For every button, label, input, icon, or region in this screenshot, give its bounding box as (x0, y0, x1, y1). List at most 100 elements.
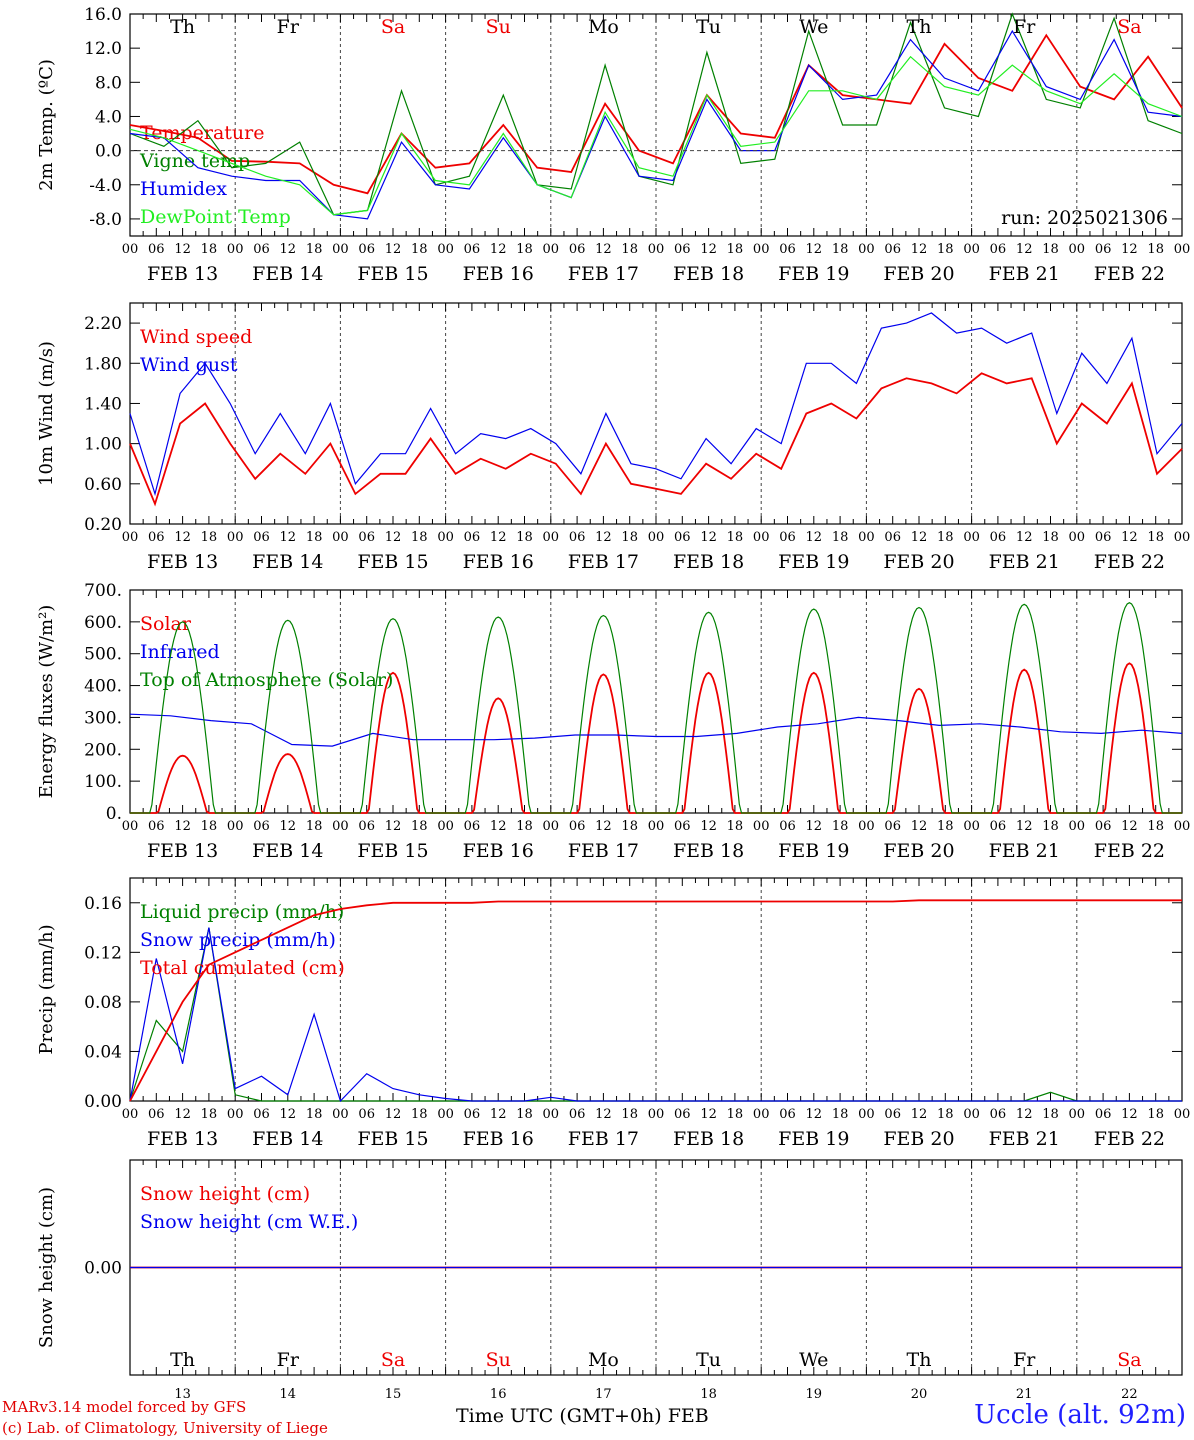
x-hour-label: 06 (990, 1107, 1007, 1122)
x-hour-label: 00 (227, 1107, 244, 1122)
day-number-label: 15 (385, 1387, 402, 1402)
x-hour-label: 00 (543, 242, 560, 257)
x-hour-label: 06 (779, 530, 796, 545)
x-hour-label: 06 (674, 242, 691, 257)
x-hour-label: 18 (411, 242, 428, 257)
x-hour-label: 06 (464, 242, 481, 257)
x-hour-label: 18 (727, 1107, 744, 1122)
panel-2: 0.20 0.60 1.00 1.40 1.80 2.20 10m Wind (m/s) 00… (36, 302, 1190, 573)
x-date-label: FEB 18 (673, 263, 744, 285)
x-hour-label: 18 (832, 242, 849, 257)
x-hour-label: 12 (806, 530, 823, 545)
day-number-label: 21 (1016, 1387, 1033, 1402)
month-label: FEB (667, 1405, 709, 1427)
y-tick-label: 100. (84, 772, 122, 792)
x-hour-label: 18 (832, 1107, 849, 1122)
x-hour-label: 18 (1042, 1107, 1059, 1122)
x-hour-label: 06 (779, 1107, 796, 1122)
x-hour-label: 00 (332, 530, 349, 545)
x-hour-label: 12 (174, 1107, 191, 1122)
x-hour-label: 00 (227, 530, 244, 545)
series-line-infrared (129, 713, 1183, 747)
x-date-label: FEB 19 (778, 840, 849, 862)
x-date-label: FEB 15 (357, 263, 428, 285)
x-hour-label: 12 (280, 819, 297, 834)
x-hour-label: 18 (621, 530, 638, 545)
x-hour-label: 00 (648, 1107, 665, 1122)
day-number-label: 13 (174, 1387, 191, 1402)
y-tick-label: 0.20 (84, 515, 122, 535)
x-hour-label: 12 (595, 1107, 612, 1122)
x-date-label: FEB 18 (673, 551, 744, 573)
y-tick-label: 2.20 (84, 314, 122, 334)
x-hour-label: 12 (911, 819, 928, 834)
x-hour-label: 06 (1095, 819, 1112, 834)
x-hour-label: 12 (385, 530, 402, 545)
series-line-humidex (129, 29, 1183, 220)
y-tick-label: 12.0 (84, 39, 122, 59)
legend-entry: Snow height (cm W.E.) (140, 1211, 358, 1233)
y-tick-label: 400. (84, 677, 122, 697)
weekday-label: Th (907, 1349, 932, 1371)
x-hour-label: 00 (963, 1107, 980, 1122)
x-hour-label: 06 (990, 530, 1007, 545)
legend-entry: Temperature (140, 122, 264, 144)
x-hour-label: 06 (464, 530, 481, 545)
x-hour-label: 06 (1095, 1107, 1112, 1122)
x-hour-label: 18 (937, 530, 954, 545)
x-hour-label: 06 (464, 1107, 481, 1122)
panel-frame (129, 589, 1183, 814)
legend-entry: Infrared (140, 641, 220, 663)
x-date-label: FEB 16 (463, 840, 534, 862)
x-hour-label: 00 (332, 1107, 349, 1122)
x-hour-label: 18 (937, 1107, 954, 1122)
x-hour-label: 12 (595, 530, 612, 545)
x-hour-label: 00 (648, 819, 665, 834)
x-date-label: FEB 21 (989, 263, 1060, 285)
x-hour-label: 18 (727, 242, 744, 257)
day-number-label: 22 (1121, 1387, 1138, 1402)
x-hour-label: 18 (411, 530, 428, 545)
x-hour-label: 12 (385, 1107, 402, 1122)
y-tick-label: 8.0 (95, 73, 122, 93)
x-hour-label: 00 (122, 530, 139, 545)
run-label: run: 2025021306 (1001, 207, 1168, 229)
x-hour-label: 12 (490, 530, 507, 545)
legend-entry: Solar (140, 613, 192, 635)
x-date-label: FEB 15 (357, 551, 428, 573)
weekday-label: Th (170, 1349, 195, 1371)
x-hour-label: 12 (700, 530, 717, 545)
x-hour-label: 06 (253, 819, 270, 834)
weekday-label: Sa (381, 16, 405, 38)
legend-entry: Humidex (140, 178, 227, 200)
x-hour-label: 06 (674, 530, 691, 545)
x-hour-label: 18 (516, 1107, 533, 1122)
x-hour-label: 18 (411, 819, 428, 834)
y-tick-label: 0.16 (84, 894, 122, 914)
legend-entry: Wind gust (140, 354, 238, 376)
y-tick-label: 600. (84, 613, 122, 633)
x-hour-label: 12 (490, 242, 507, 257)
weekday-label: Fr (1013, 16, 1036, 38)
x-hour-label: 06 (990, 819, 1007, 834)
x-hour-label: 06 (148, 530, 165, 545)
x-hour-label: 12 (1121, 530, 1138, 545)
series-line-total-cumulated-cm- (129, 899, 1182, 1102)
x-hour-label: 12 (806, 819, 823, 834)
x-date-label: FEB 22 (1094, 263, 1165, 285)
x-hour-label: 06 (779, 819, 796, 834)
weekday-label: We (799, 1349, 828, 1371)
x-hour-label: 06 (253, 1107, 270, 1122)
x-hour-label: 00 (227, 242, 244, 257)
x-hour-label: 12 (1121, 1107, 1138, 1122)
x-date-label: FEB 14 (252, 1128, 323, 1150)
weekday-label: Sa (1117, 1349, 1141, 1371)
weekday-label: We (799, 16, 828, 38)
panel-5: 0.00 Snow height (cm) Snow height (cm) Snow… (36, 1159, 1183, 1402)
x-hour-label: 12 (911, 242, 928, 257)
x-hour-label: 06 (990, 242, 1007, 257)
x-date-label: FEB 21 (989, 1128, 1060, 1150)
x-date-label: FEB 22 (1094, 1128, 1165, 1150)
x-date-label: FEB 13 (147, 263, 218, 285)
x-hour-label: 18 (1147, 530, 1164, 545)
